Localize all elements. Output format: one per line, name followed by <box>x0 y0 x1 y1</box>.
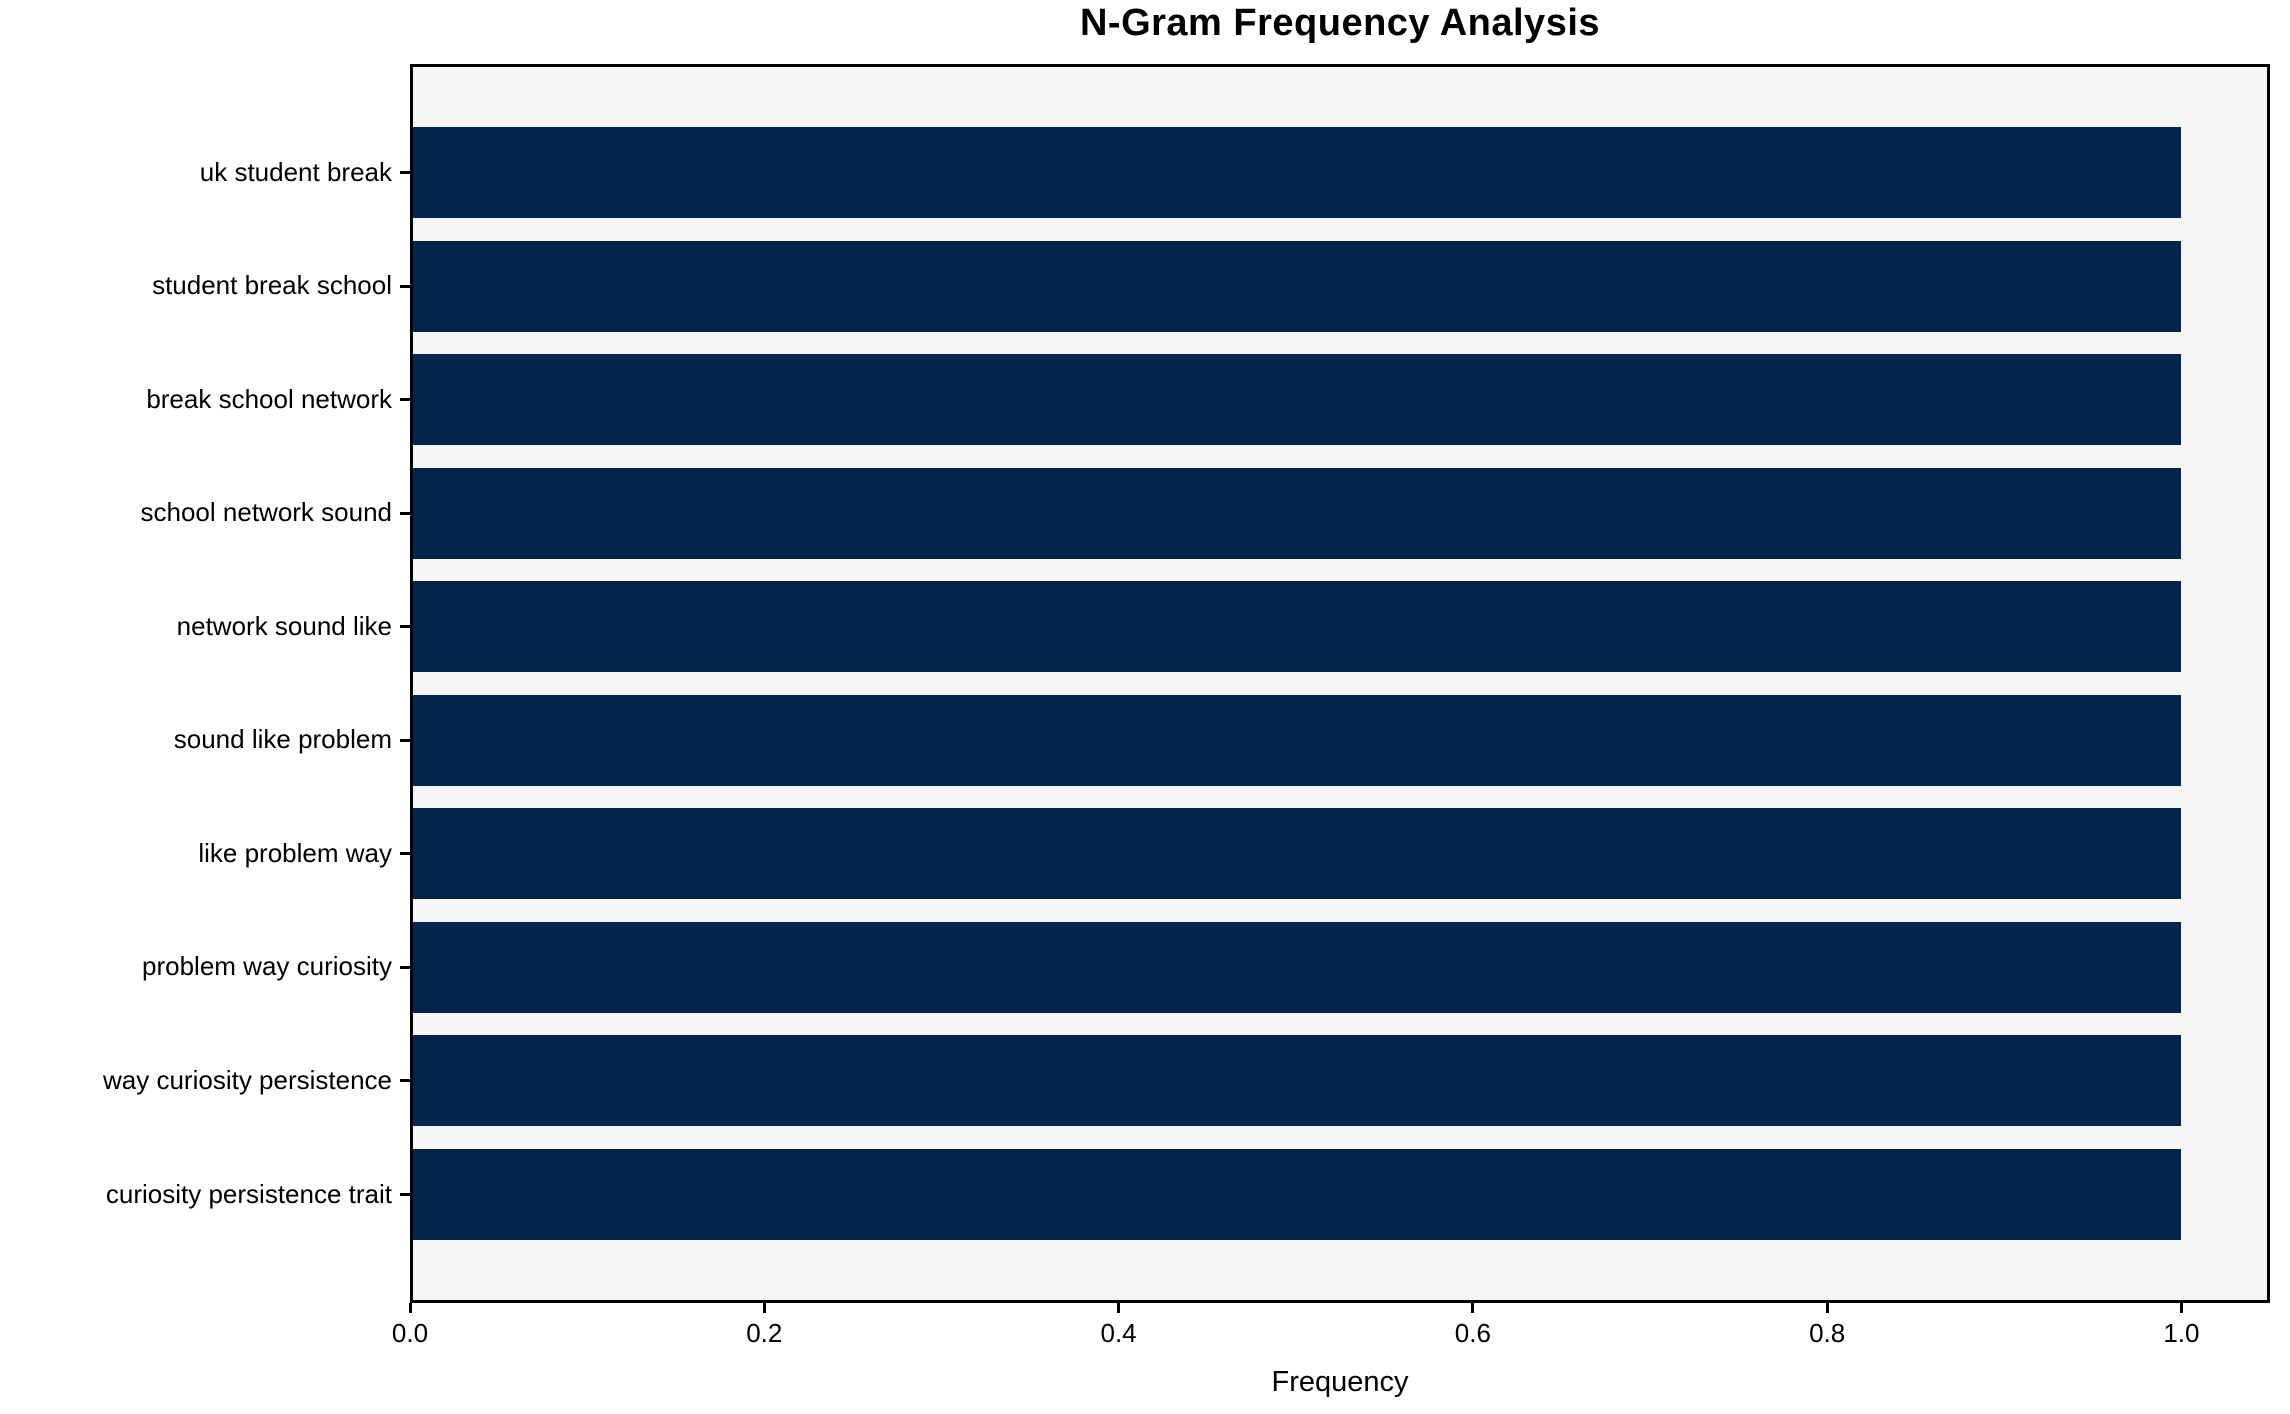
x-tick-mark <box>2179 1303 2183 1313</box>
x-tick-label: 0.4 <box>1100 1318 1137 1348</box>
plot-area <box>410 64 2270 1303</box>
bar <box>410 921 2182 1013</box>
y-tick-mark <box>400 738 410 742</box>
y-tick-label: sound like problem <box>173 724 392 755</box>
y-tick-label: uk student break <box>199 156 392 187</box>
x-tick-label: 0.6 <box>1454 1318 1491 1348</box>
bar <box>410 354 2182 446</box>
y-tick-mark <box>400 511 410 515</box>
x-tick-mark <box>1117 1303 1121 1313</box>
x-tick-mark <box>762 1303 766 1313</box>
y-tick-mark <box>400 625 410 629</box>
x-tick-mark <box>1471 1303 1475 1313</box>
bar <box>410 240 2182 332</box>
bar <box>410 127 2182 218</box>
bar <box>410 1149 2182 1240</box>
bar <box>410 808 2182 900</box>
x-tick-label: 0.2 <box>746 1318 783 1348</box>
y-tick-mark <box>400 398 410 402</box>
y-tick-mark <box>400 284 410 288</box>
bar <box>410 1035 2182 1127</box>
y-tick-label: student break school <box>152 269 392 300</box>
y-tick-label: way curiosity persistence <box>103 1064 392 1095</box>
y-tick-mark <box>400 1193 410 1196</box>
chart-title: N-Gram Frequency Analysis <box>1079 2 1601 44</box>
x-axis-label: Frequency <box>1271 1366 1409 1398</box>
y-tick-label: break school network <box>146 383 392 414</box>
y-tick-label: curiosity persistence trait <box>105 1178 392 1209</box>
x-tick-label: 1.0 <box>2163 1318 2200 1348</box>
x-tick-label: 0.8 <box>1809 1318 1846 1348</box>
bar <box>410 694 2182 786</box>
bar <box>410 467 2182 559</box>
x-tick-mark <box>408 1303 412 1313</box>
y-tick-label: network sound like <box>176 610 392 641</box>
y-tick-mark <box>400 852 410 856</box>
y-tick-label: school network sound <box>140 497 392 528</box>
y-tick-label: problem way curiosity <box>142 951 392 982</box>
y-tick-label: like problem way <box>198 837 392 868</box>
y-tick-mark <box>400 1079 410 1083</box>
x-tick-mark <box>1825 1303 1829 1313</box>
bar <box>410 581 2182 673</box>
x-tick-label: 0.0 <box>391 1318 429 1348</box>
y-tick-mark <box>400 171 410 174</box>
y-tick-mark <box>400 965 410 969</box>
